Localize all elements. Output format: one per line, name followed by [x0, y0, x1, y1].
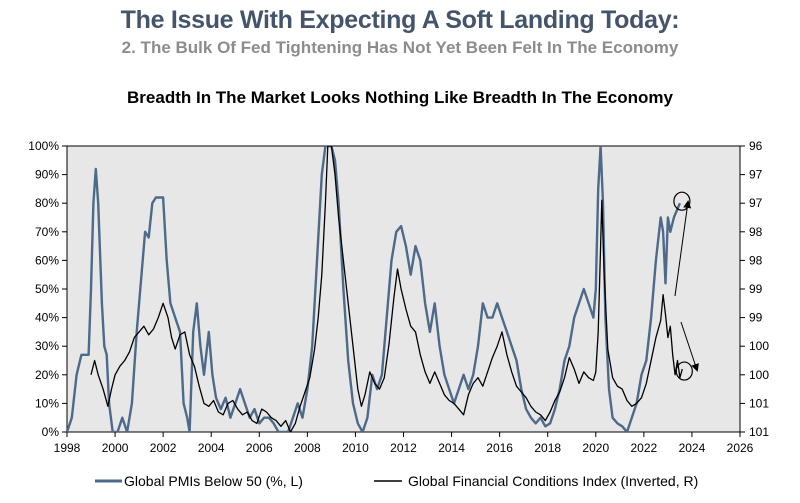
y-right-tick-label: 100 — [749, 368, 769, 382]
y-right-tick-label: 96 — [749, 139, 763, 153]
y-right-tick-label: 99 — [749, 311, 763, 325]
x-tick-label: 2024 — [679, 441, 706, 455]
annotation-arrow-down — [680, 321, 699, 372]
y-right-tick-label: 97 — [749, 168, 763, 182]
x-tick-label: 2020 — [582, 441, 609, 455]
header-title: The Issue With Expecting A Soft Landing … — [120, 6, 680, 34]
y-left-tick-label: 70% — [35, 225, 59, 239]
header-subtitle: 2. The Bulk Of Fed Tightening Has Not Ye… — [121, 38, 679, 57]
x-tick-label: 2022 — [631, 441, 658, 455]
x-tick-label: 2014 — [438, 441, 465, 455]
y-left-tick-label: 40% — [35, 311, 59, 325]
legend-pmi-label: Global PMIs Below 50 (%, L) — [124, 473, 303, 489]
y-left-tick-label: 20% — [35, 368, 59, 382]
x-tick-label: 2012 — [390, 441, 417, 455]
x-tick-label: 2000 — [102, 441, 129, 455]
y-right-tick-label: 97 — [749, 196, 763, 210]
y-right-tick-label: 99 — [749, 282, 763, 296]
y-left-tick-label: 0% — [42, 425, 60, 439]
x-tick-label: 2026 — [727, 441, 754, 455]
x-tick-label: 2002 — [150, 441, 177, 455]
y-right-tick-label: 100 — [749, 339, 769, 353]
legend-fci-label: Global Financial Conditions Index (Inver… — [408, 473, 698, 489]
annotation-arrow-up — [674, 200, 692, 297]
x-tick-label: 2018 — [534, 441, 561, 455]
y-left-tick-label: 30% — [35, 339, 59, 353]
x-tick-label: 2004 — [198, 441, 225, 455]
x-tick-label: 1998 — [54, 441, 81, 455]
series-fci-line — [90, 146, 683, 432]
y-left-tick-label: 80% — [35, 196, 59, 210]
x-tick-label: 2010 — [342, 441, 369, 455]
x-tick-label: 2006 — [246, 441, 273, 455]
series-pmi-line — [67, 146, 682, 432]
y-right-tick-label: 101 — [749, 425, 769, 439]
y-right-tick-label: 98 — [749, 225, 763, 239]
y-left-tick-label: 90% — [35, 168, 59, 182]
y-left-tick-label: 10% — [35, 396, 59, 410]
x-tick-label: 2008 — [294, 441, 321, 455]
plot-area — [66, 145, 741, 433]
x-tick-label: 2016 — [486, 441, 513, 455]
y-right-tick-label: 98 — [749, 253, 763, 267]
chart-title: Breadth In The Market Looks Nothing Like… — [127, 88, 673, 107]
y-left-tick-label: 50% — [35, 282, 59, 296]
y-left-tick-label: 100% — [28, 139, 59, 153]
y-right-tick-label: 101 — [749, 396, 769, 410]
y-left-tick-label: 60% — [35, 253, 59, 267]
